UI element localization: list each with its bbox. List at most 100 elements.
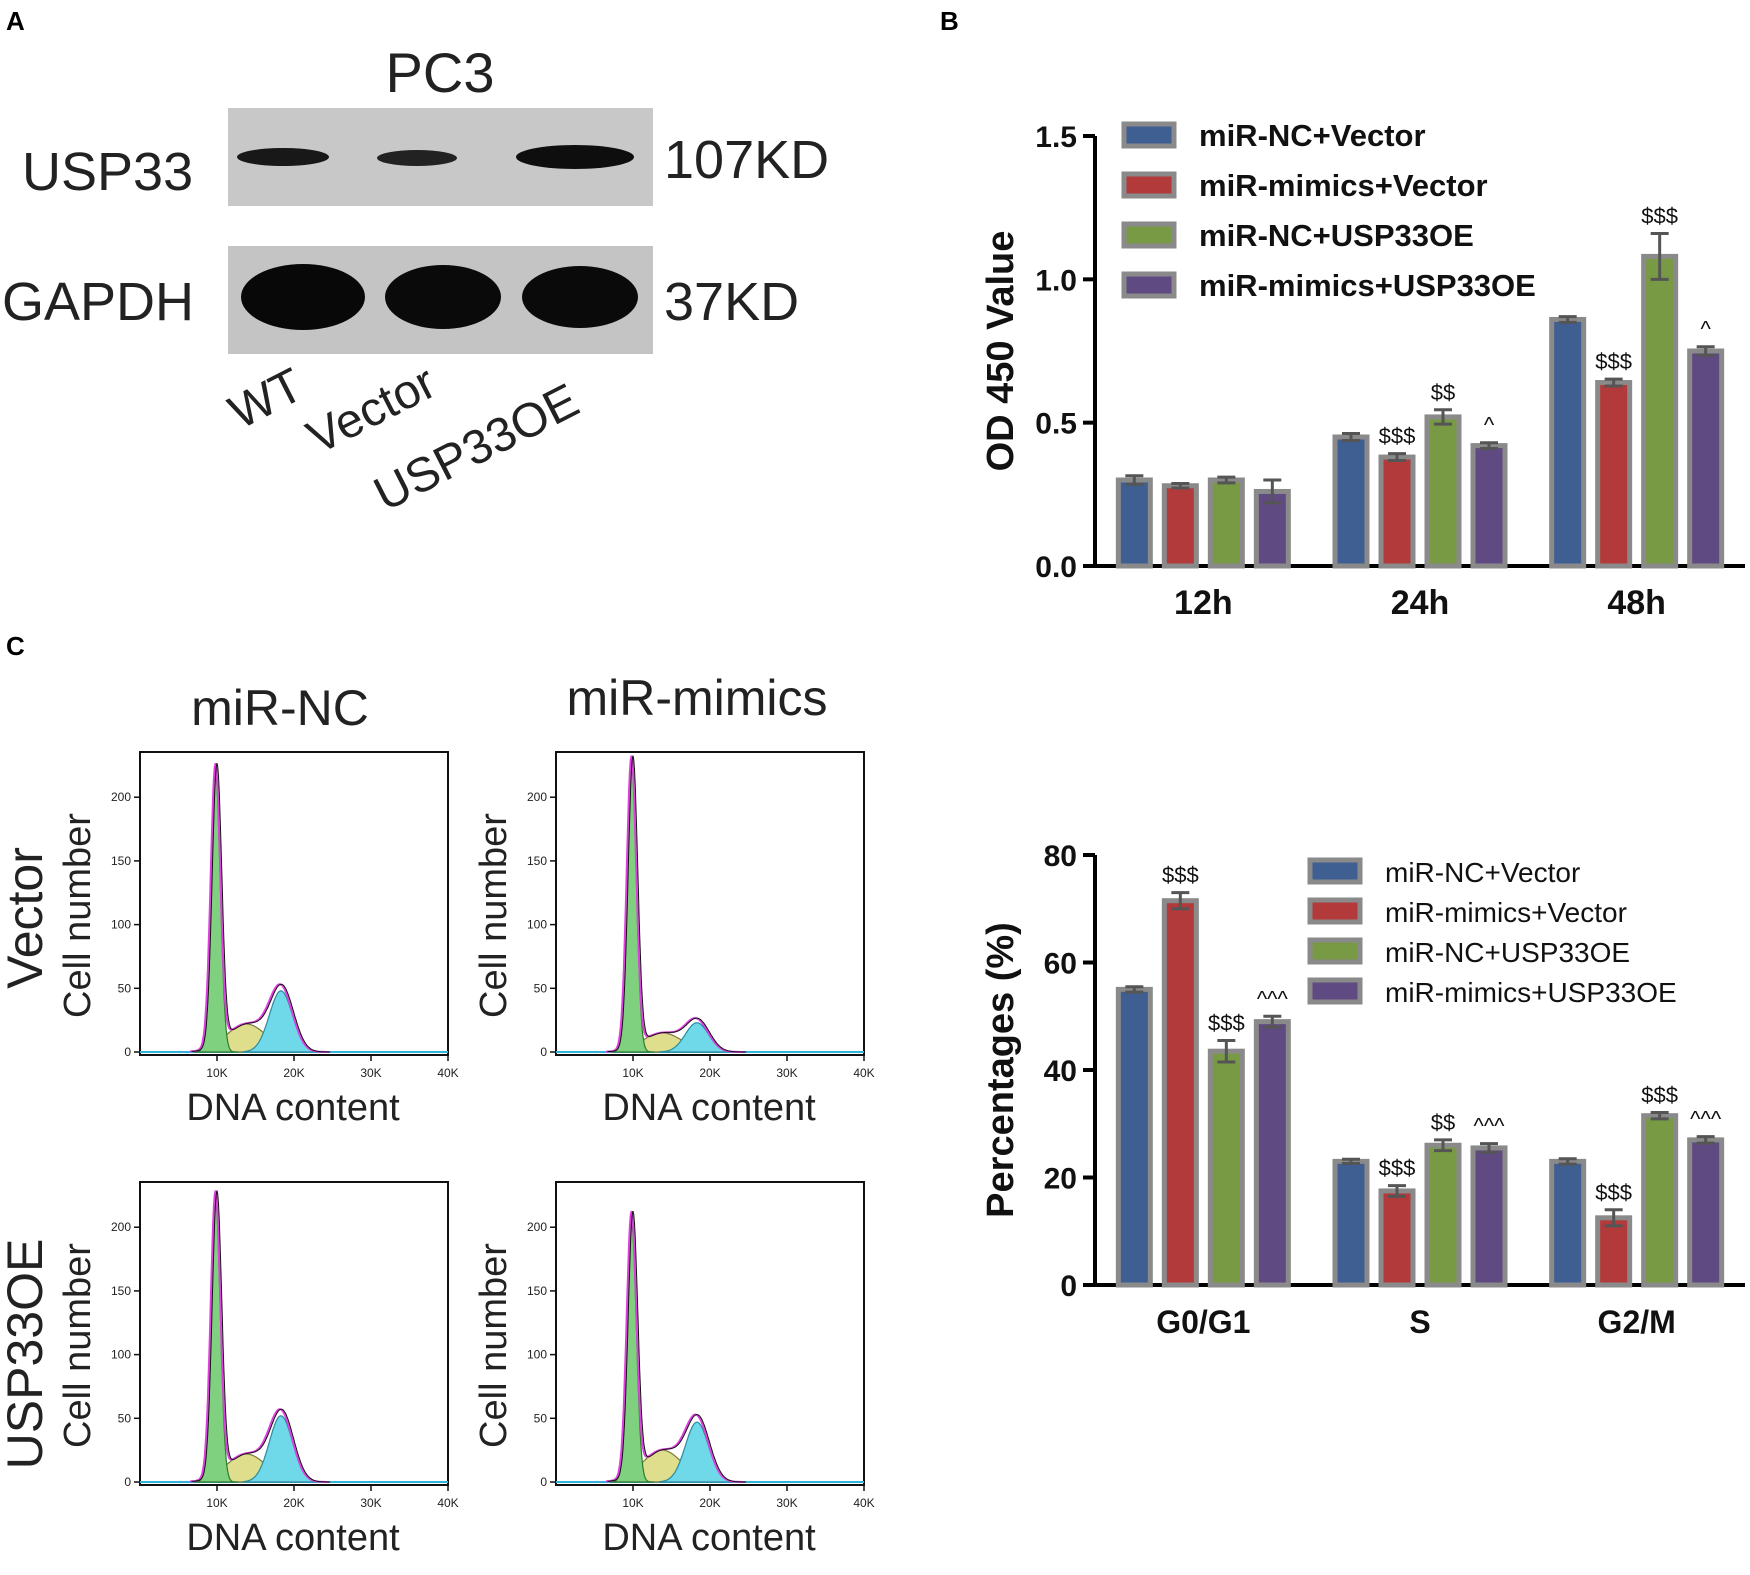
bar	[1378, 454, 1416, 569]
blot-title: PC3	[386, 41, 495, 104]
legend-swatch	[1307, 977, 1363, 1005]
flow-row-header-vector: Vector	[0, 847, 53, 989]
flow-y-tick-label: 200	[111, 790, 131, 804]
flow-raw-line	[191, 763, 331, 1053]
flow-col-header-mir-nc: miR-NC	[191, 680, 369, 736]
bar	[1332, 434, 1370, 569]
flow-raw-line	[191, 1190, 331, 1483]
category-label: G2/M	[1598, 1304, 1676, 1340]
category-label: S	[1409, 1304, 1430, 1340]
y-tick-label: 80	[1044, 840, 1077, 873]
significance-label: $$$	[1379, 424, 1416, 449]
flow-x-axis-label: DNA content	[602, 1517, 816, 1559]
legend-label: miR-NC+Vector	[1199, 118, 1426, 153]
western-blot: PC3 USP33 GAPDH 107KD 37KD WT Vector USP…	[2, 41, 829, 522]
flow-y-tick-label: 100	[111, 1348, 131, 1362]
bar	[1207, 477, 1245, 569]
flow-y-tick-label: 150	[111, 1284, 131, 1298]
y-tick-label: 0.0	[1035, 551, 1077, 584]
flow-y-tick-label: 200	[111, 1220, 131, 1234]
flow-y-tick-label: 150	[527, 854, 547, 868]
band-gapdh-wt	[241, 264, 365, 330]
flow-y-tick-label: 200	[527, 790, 547, 804]
flow-y-tick-label: 0	[540, 1475, 547, 1489]
panel-label-b: B	[940, 6, 959, 36]
blot-protein-usp33: USP33	[22, 142, 193, 202]
flow-x-tick-label: 20K	[283, 1066, 304, 1080]
flow-histogram-panels: 0 50 100 150 200 10K 20K 30K 40K DNA content Cell …	[57, 751, 875, 1559]
flow-y-tick-label: 100	[527, 1348, 547, 1362]
flow-panel: 0 50 100 150 200 10K 20K 30K 40K DNA content Cell …	[473, 1181, 875, 1559]
bar	[1115, 986, 1153, 1288]
bar	[1549, 316, 1587, 569]
legend-swatch	[1307, 937, 1363, 965]
flow-y-tick-label: 150	[527, 1284, 547, 1298]
band-gapdh-vector	[385, 265, 501, 329]
blot-size-usp33: 107KD	[664, 130, 829, 190]
bar	[1641, 1113, 1679, 1288]
significance-label: $$$	[1162, 863, 1199, 888]
band-usp33-wt	[237, 148, 329, 166]
bar	[1549, 1158, 1587, 1288]
flow-x-axis-label: DNA content	[186, 1517, 400, 1559]
flow-y-tick-label: 50	[118, 981, 132, 995]
flow-panel: 0 50 100 150 200 10K 20K 30K 40K DNA content Cell …	[473, 751, 875, 1129]
flow-y-tick-label: 50	[118, 1411, 132, 1425]
bar	[1424, 1142, 1462, 1288]
flow-plot-frame	[139, 751, 449, 1056]
bar	[1470, 443, 1508, 569]
panel-label-c: C	[6, 631, 25, 661]
bar	[1424, 414, 1462, 569]
significance-label: ^^^	[1690, 1107, 1722, 1132]
legend-label: miR-NC+USP33OE	[1199, 218, 1474, 253]
flow-raw-line	[607, 1210, 747, 1483]
legend-swatch	[1121, 271, 1177, 299]
flow-x-tick-label: 40K	[437, 1496, 458, 1510]
significance-label: $$$	[1641, 1082, 1678, 1107]
legend-swatch	[1307, 897, 1363, 925]
significance-label: $$	[1431, 1110, 1455, 1135]
y-tick-label: 60	[1044, 948, 1077, 981]
flow-row-header-usp33oe: USP33OE	[0, 1239, 53, 1470]
bar	[1332, 1158, 1370, 1288]
y-axis-label: OD 450 Value	[980, 231, 1022, 472]
category-label: 12h	[1174, 584, 1233, 622]
y-tick-label: 1.5	[1035, 121, 1077, 154]
significance-label: ^^^	[1257, 986, 1289, 1011]
flow-x-tick-label: 40K	[853, 1496, 874, 1510]
cellcycle-bar-chart: 0 20 40 60 80 Percentages (%) $$$ $$$ ^^^ G0/G1 $$…	[980, 840, 1745, 1340]
flow-x-tick-label: 40K	[853, 1066, 874, 1080]
flow-y-axis-label: Cell number	[57, 1243, 99, 1448]
flow-x-tick-label: 30K	[360, 1066, 381, 1080]
cck8-bar-chart: 0.00.51.01.5OD 450 Value12h$$$$$^24h$$$$…	[980, 118, 1745, 622]
legend-label: miR-mimics+USP33OE	[1199, 268, 1536, 303]
flow-x-tick-label: 10K	[206, 1496, 227, 1510]
bar	[1378, 1188, 1416, 1288]
y-tick-label: 0.5	[1035, 408, 1077, 441]
bar	[1115, 477, 1153, 569]
band-usp33-usp33oe	[516, 145, 634, 169]
bar	[1595, 1215, 1633, 1288]
legend-label: miR-mimics+USP33OE	[1385, 977, 1677, 1008]
flow-y-tick-label: 100	[111, 918, 131, 932]
y-tick-label: 1.0	[1035, 264, 1077, 297]
bar	[1470, 1145, 1508, 1288]
flow-x-tick-label: 10K	[622, 1496, 643, 1510]
flow-x-axis-label: DNA content	[602, 1087, 816, 1129]
band-gapdh-usp33oe	[522, 266, 638, 328]
legend-swatch	[1121, 171, 1177, 199]
flow-panel: 0 50 100 150 200 10K 20K 30K 40K DNA content Cell …	[57, 1181, 459, 1559]
flow-y-tick-label: 0	[124, 1045, 131, 1059]
flow-plot-frame	[555, 751, 865, 1056]
flow-fit-line	[189, 1190, 329, 1483]
flow-y-tick-label: 150	[111, 854, 131, 868]
significance-label: $$$	[1595, 1180, 1632, 1205]
legend-label: miR-NC+USP33OE	[1385, 937, 1630, 968]
significance-label: $$	[1431, 380, 1455, 405]
legend-label: miR-mimics+Vector	[1199, 168, 1488, 203]
flow-x-tick-label: 20K	[699, 1496, 720, 1510]
flow-x-tick-label: 30K	[776, 1066, 797, 1080]
bar	[1161, 898, 1199, 1288]
flow-y-tick-label: 50	[534, 1411, 548, 1425]
legend-label: miR-mimics+Vector	[1385, 897, 1627, 928]
